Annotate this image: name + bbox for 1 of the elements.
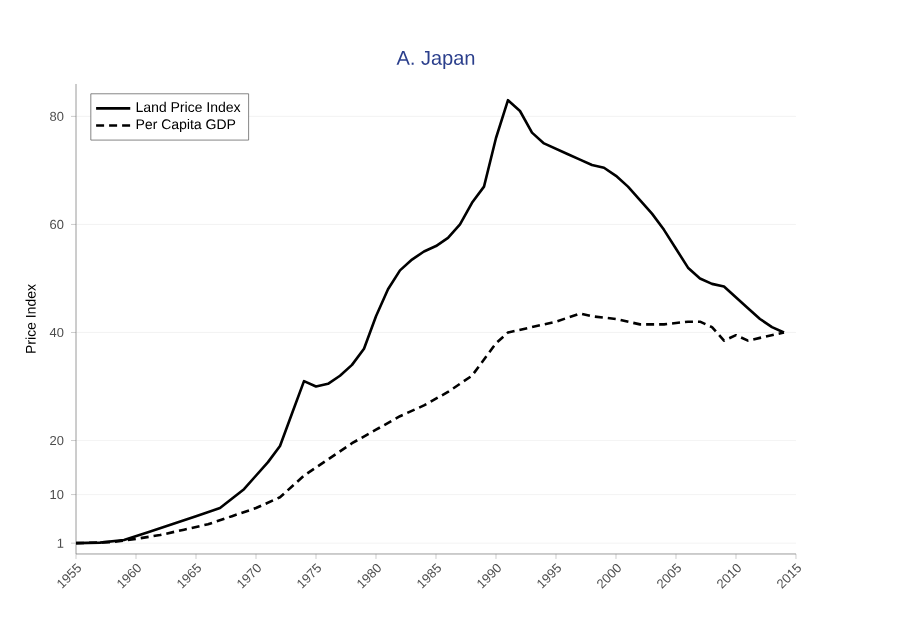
chart-title: A. Japan xyxy=(396,51,475,69)
